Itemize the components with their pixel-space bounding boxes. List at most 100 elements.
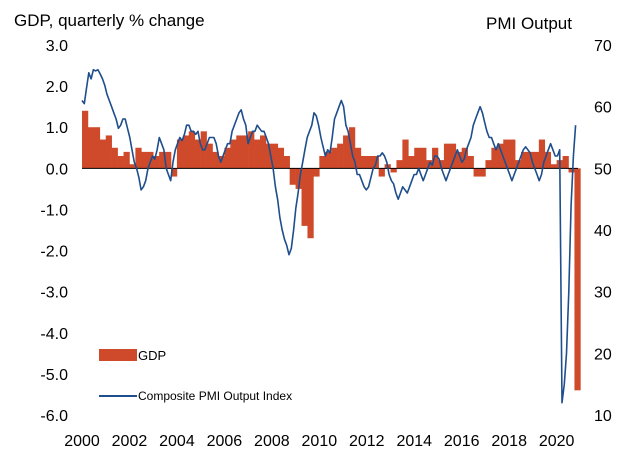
gdp-bar xyxy=(432,147,439,169)
left-tick-label: -5.0 xyxy=(40,367,68,384)
gdp-bar xyxy=(135,147,142,169)
x-axis-ticks: 2000 2002 2004 2006 2008 2010 2012 2014 2016 2018… xyxy=(64,433,574,450)
gdp-bar xyxy=(348,127,356,169)
gdp-bar xyxy=(455,151,463,169)
gdp-bar xyxy=(111,147,118,169)
gdp-bar xyxy=(206,143,213,169)
gdp-bar xyxy=(129,164,136,169)
gdp-bar xyxy=(396,160,403,169)
x-tick-label: 2016 xyxy=(444,433,480,450)
gdp-bar xyxy=(390,168,397,173)
gdp-bar xyxy=(271,143,279,169)
gdp-bar xyxy=(532,151,540,169)
gdp-bar xyxy=(337,143,344,169)
gdp-bar xyxy=(550,164,557,169)
gdp-bar xyxy=(283,156,290,169)
gdp-bar xyxy=(236,135,243,169)
left-tick-label: 0.0 xyxy=(46,161,68,178)
gdp-bar xyxy=(414,147,421,169)
gdp-bar xyxy=(574,168,581,391)
right-axis-title: PMI Output xyxy=(486,14,572,33)
gdp-bar xyxy=(538,139,546,169)
x-tick-label: 2008 xyxy=(254,433,290,450)
gdp-bar xyxy=(224,147,231,169)
left-tick-label: -4.0 xyxy=(40,326,68,343)
gdp-bar xyxy=(105,135,112,169)
gdp-bar xyxy=(254,139,261,169)
gdp-bar xyxy=(319,156,326,169)
gdp-bar xyxy=(313,168,320,177)
gdp-bar xyxy=(93,127,101,169)
gdp-bar xyxy=(99,139,107,169)
gdp-bar xyxy=(182,135,190,169)
gdp-bar xyxy=(360,156,368,169)
left-tick-label: 1.0 xyxy=(46,120,68,137)
gdp-bar xyxy=(491,147,498,169)
left-tick-label: -2.0 xyxy=(40,244,68,261)
gdp-bar xyxy=(544,151,552,169)
gdp-bar xyxy=(521,151,528,169)
gdp-bar xyxy=(307,168,314,239)
gdp-bar xyxy=(123,151,130,169)
left-tick-label: 3.0 xyxy=(46,38,68,55)
left-tick-label: 2.0 xyxy=(46,79,68,96)
gdp-bar xyxy=(485,160,492,169)
gdp-bar xyxy=(82,110,89,169)
gdp-bar xyxy=(188,131,196,169)
x-tick-label: 2002 xyxy=(112,433,148,450)
gdp-bar xyxy=(141,151,148,169)
right-tick-label: 60 xyxy=(594,100,612,117)
gdp-bar xyxy=(354,147,362,169)
x-tick-label: 2004 xyxy=(159,433,195,450)
right-tick-label: 10 xyxy=(594,408,612,425)
gdp-bar xyxy=(568,168,575,173)
gdp-bar xyxy=(289,168,296,185)
gdp-bar xyxy=(449,143,457,169)
gdp-bar xyxy=(87,127,95,169)
x-tick-label: 2018 xyxy=(491,433,527,450)
x-tick-label: 2012 xyxy=(349,433,385,450)
gdp-bar xyxy=(473,168,480,177)
left-axis-title: GDP, quarterly % change xyxy=(14,11,205,30)
pmi-series xyxy=(81,68,577,404)
gdp-bar xyxy=(165,151,172,169)
left-axis-ticks: 3.0 2.0 1.0 0.0 -1.0 -2.0 -3.0 -4.0 -5.0 -6.0 xyxy=(40,38,68,425)
left-tick-label: -1.0 xyxy=(40,202,68,219)
gdp-bar xyxy=(343,135,350,169)
gdp-bar xyxy=(443,143,451,169)
legend: GDP Composite PMI Output Index xyxy=(99,348,292,403)
gdp-bar xyxy=(509,139,516,169)
gdp-bar xyxy=(159,151,166,169)
gdp-bar xyxy=(420,147,427,169)
x-tick-label: 2020 xyxy=(539,433,575,450)
gdp-bar xyxy=(248,131,255,169)
gdp-bar xyxy=(242,135,249,169)
right-tick-label: 70 xyxy=(594,38,612,55)
x-tick-label: 2006 xyxy=(207,433,243,450)
gdp-bar xyxy=(153,156,160,169)
gdp-bar xyxy=(170,168,178,177)
gdp-bar xyxy=(467,156,474,169)
left-tick-label: -6.0 xyxy=(40,408,68,425)
legend-gdp-swatch xyxy=(99,349,137,361)
gdp-bar xyxy=(265,143,273,169)
gdp-bar xyxy=(402,139,409,169)
gdp-bar xyxy=(194,139,201,169)
gdp-bar xyxy=(325,151,332,169)
x-tick-label: 2000 xyxy=(64,433,100,450)
gdp-bar xyxy=(230,139,237,169)
legend-gdp-label: GDP xyxy=(138,348,166,363)
gdp-bar xyxy=(176,139,184,169)
gdp-bar xyxy=(366,156,374,169)
gdp-bar xyxy=(295,168,302,189)
gdp-bar xyxy=(408,156,415,169)
right-tick-label: 40 xyxy=(594,223,612,240)
right-axis-ticks: 70 60 50 40 30 20 10 xyxy=(594,38,612,425)
gdp-bar xyxy=(497,143,504,169)
left-tick-label: -3.0 xyxy=(40,285,68,302)
gdp-bar xyxy=(331,147,338,169)
gdp-bar xyxy=(301,168,308,226)
legend-pmi-label: Composite PMI Output Index xyxy=(138,389,292,403)
pmi-line xyxy=(81,68,577,404)
